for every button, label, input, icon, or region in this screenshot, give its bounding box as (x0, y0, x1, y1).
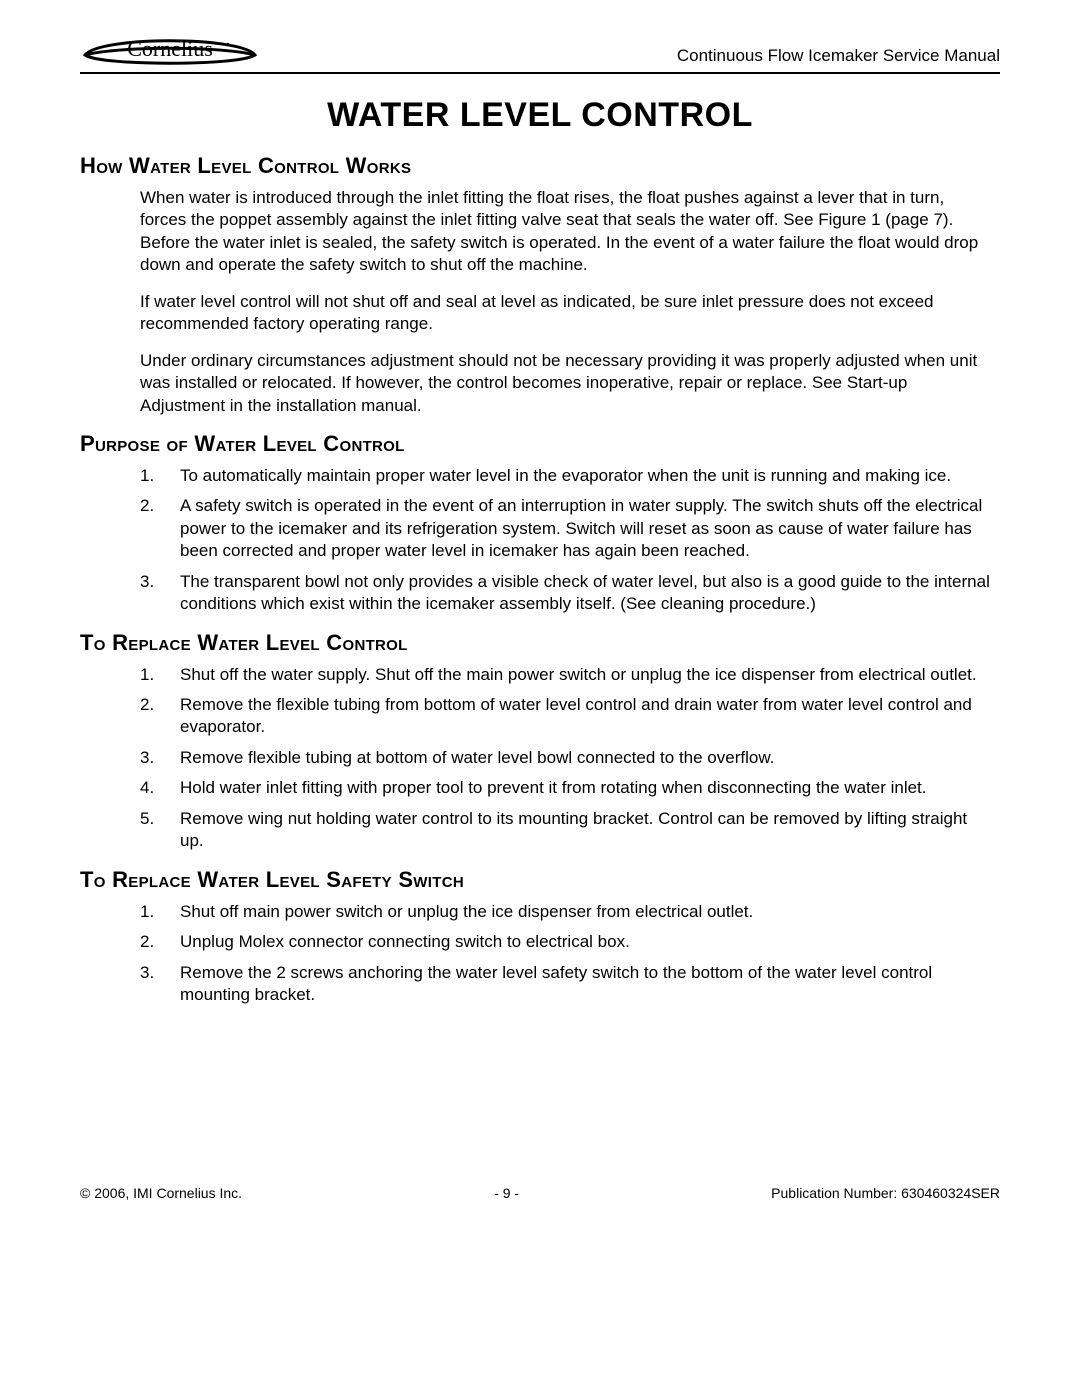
list-item: Shut off the water supply. Shut off the … (140, 664, 995, 686)
section-heading-how-works: How Water Level Control Works (80, 153, 1000, 179)
list-item: Unplug Molex connector connecting switch… (140, 931, 995, 953)
section-heading-purpose: Purpose of Water Level Control (80, 431, 1000, 457)
list-item: Remove wing nut holding water control to… (140, 808, 995, 853)
body-paragraph: Under ordinary circumstances adjustment … (80, 350, 1000, 417)
replace-switch-list: Shut off main power switch or unplug the… (80, 901, 1000, 1007)
replace-control-list: Shut off the water supply. Shut off the … (80, 664, 1000, 853)
page-title: WATER LEVEL CONTROL (80, 96, 1000, 135)
logo-text: Cornelius (127, 36, 213, 61)
list-item: Hold water inlet fitting with proper too… (140, 777, 995, 799)
list-item: Remove flexible tubing at bottom of wate… (140, 747, 995, 769)
manual-name: Continuous Flow Icemaker Service Manual (677, 46, 1000, 68)
section-heading-replace-control: To Replace Water Level Control (80, 630, 1000, 656)
list-item: A safety switch is operated in the event… (140, 495, 995, 562)
purpose-list: To automatically maintain proper water l… (80, 465, 1000, 616)
cornelius-logo: Cornelius (80, 30, 260, 68)
body-paragraph: If water level control will not shut off… (80, 291, 1000, 336)
list-item: Shut off main power switch or unplug the… (140, 901, 995, 923)
list-item: Remove the 2 screws anchoring the water … (140, 962, 995, 1007)
list-item: Remove the flexible tubing from bottom o… (140, 694, 995, 739)
page-header: Cornelius Continuous Flow Icemaker Servi… (80, 30, 1000, 74)
footer-copyright: © 2006, IMI Cornelius Inc. (80, 1185, 242, 1201)
list-item: The transparent bowl not only provides a… (140, 571, 995, 616)
page-footer: © 2006, IMI Cornelius Inc. - 9 - Publica… (80, 1185, 1000, 1201)
body-paragraph: When water is introduced through the inl… (80, 187, 1000, 277)
page: Cornelius Continuous Flow Icemaker Servi… (0, 0, 1080, 1397)
list-item: To automatically maintain proper water l… (140, 465, 995, 487)
section-heading-replace-switch: To Replace Water Level Safety Switch (80, 867, 1000, 893)
footer-publication-number: Publication Number: 630460324SER (771, 1185, 1000, 1201)
footer-page-number: - 9 - (494, 1185, 519, 1201)
